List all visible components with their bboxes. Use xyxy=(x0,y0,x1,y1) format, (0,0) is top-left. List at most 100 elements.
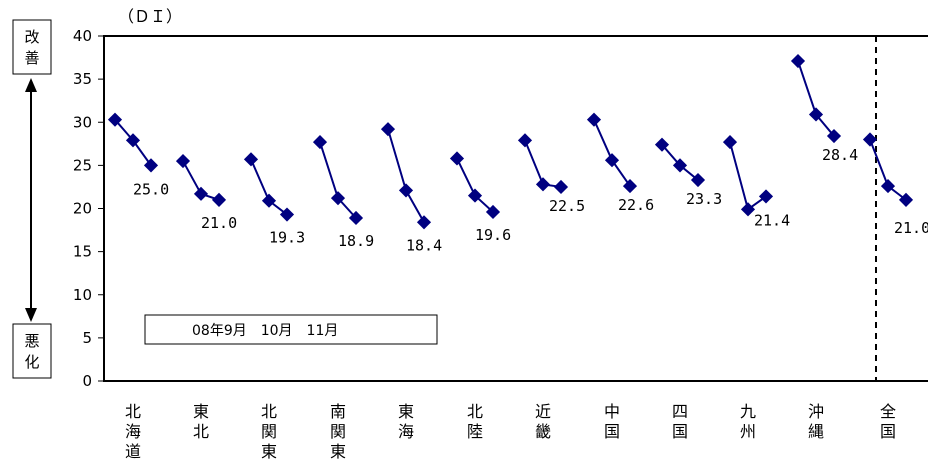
x-category-label: 近畿 xyxy=(535,402,551,441)
series-line xyxy=(456,158,494,213)
data-point xyxy=(312,135,328,150)
data-point xyxy=(898,192,914,207)
data-point xyxy=(880,179,896,194)
x-category-char: 全 xyxy=(880,402,896,421)
series-layer: 25.0 21.0 19.3 18.9 18.4 19.6 22.5 22.6 23.3 21.4… xyxy=(107,53,928,254)
series-line xyxy=(319,141,357,219)
data-point xyxy=(175,153,191,169)
data-point xyxy=(622,179,638,194)
data-point xyxy=(604,153,620,168)
x-category-char: 国 xyxy=(880,422,896,441)
series-7: 22.5 xyxy=(517,133,585,215)
data-point xyxy=(143,158,159,173)
series-2: 21.0 xyxy=(175,153,237,232)
data-point xyxy=(279,207,295,222)
data-label: 28.4 xyxy=(822,146,858,164)
x-category-char: 関 xyxy=(330,422,346,441)
double-arrow xyxy=(25,78,37,322)
data-point xyxy=(586,112,602,127)
data-point xyxy=(553,179,569,195)
series-11: 28.4 xyxy=(790,53,858,164)
data-point xyxy=(416,215,432,230)
data-point xyxy=(740,202,756,217)
x-category-char: 北 xyxy=(193,422,209,441)
x-category-char: 道 xyxy=(125,442,141,461)
x-category-char: 陸 xyxy=(467,422,483,441)
side-label-bottom-char: 悪 xyxy=(24,332,39,350)
data-point xyxy=(398,183,414,198)
y-tick-label: 40 xyxy=(73,27,92,45)
x-category-char: 近 xyxy=(535,402,551,421)
x-category-label: 北関東 xyxy=(261,402,277,461)
x-category-char: 北 xyxy=(261,402,277,421)
data-point xyxy=(449,151,465,166)
series-line xyxy=(593,119,631,187)
x-category-label: 四国 xyxy=(672,402,688,441)
y-tick-label: 0 xyxy=(82,372,92,390)
improve-box: 改善 xyxy=(12,19,52,75)
x-category-char: 東 xyxy=(261,442,277,461)
x-category-char: 東 xyxy=(398,402,414,421)
y-tick-label: 35 xyxy=(73,70,92,88)
data-point xyxy=(467,188,483,203)
series-9: 23.3 xyxy=(654,137,722,208)
series-line xyxy=(729,141,767,212)
x-category-char: 中 xyxy=(604,402,620,421)
y-tick-label: 20 xyxy=(73,200,92,218)
data-label: 18.4 xyxy=(406,236,442,254)
x-category-label: 沖縄 xyxy=(808,402,824,441)
x-category-label: 東海 xyxy=(398,402,414,441)
x-category-char: 北 xyxy=(125,402,141,421)
data-point xyxy=(826,128,842,144)
data-point xyxy=(193,186,209,201)
data-point xyxy=(722,135,738,150)
series-12: 21.0 xyxy=(862,132,928,237)
x-category-char: 関 xyxy=(261,422,277,441)
data-label: 21.0 xyxy=(201,214,237,232)
x-category-char: 四 xyxy=(672,402,688,421)
y-tick-label: 10 xyxy=(73,286,92,304)
x-category-char: 南 xyxy=(330,402,346,421)
data-point xyxy=(790,53,806,69)
data-label: 19.3 xyxy=(269,229,305,247)
data-point xyxy=(380,122,396,137)
data-label: 18.9 xyxy=(338,232,374,250)
data-label: 22.6 xyxy=(618,196,654,214)
data-label: 23.3 xyxy=(686,190,722,208)
x-category-char: 海 xyxy=(398,422,414,441)
x-category-char: 東 xyxy=(193,402,209,421)
data-point xyxy=(261,193,277,208)
legend-box: 08年9月 10月 11月 xyxy=(144,314,438,345)
data-point xyxy=(517,133,533,148)
data-point xyxy=(654,137,670,152)
x-category-label: 全国 xyxy=(880,402,896,441)
series-4: 18.9 xyxy=(312,135,374,250)
x-category-char: 縄 xyxy=(808,422,824,441)
y-tick-label: 5 xyxy=(82,329,92,347)
side-label-top-char: 善 xyxy=(24,49,39,67)
legend-text: 08年9月 10月 11月 xyxy=(192,323,338,339)
data-label: 19.6 xyxy=(475,226,511,244)
data-point xyxy=(690,172,706,188)
unit-label: （ＤＩ） xyxy=(118,7,182,26)
series-line xyxy=(797,60,835,137)
x-category-char: 国 xyxy=(672,422,688,441)
x-category-char: 国 xyxy=(604,422,620,441)
x-category-char: 東 xyxy=(330,442,346,461)
x-category-char: 沖 xyxy=(808,402,824,421)
x-category-char: 海 xyxy=(125,422,141,441)
series-1: 25.0 xyxy=(107,112,169,198)
x-category-char: 州 xyxy=(740,422,756,441)
side-label-top-char: 改 xyxy=(24,28,39,46)
x-category-label: 東北 xyxy=(193,402,209,441)
series-10: 21.4 xyxy=(722,135,790,229)
series-8: 22.6 xyxy=(586,112,654,214)
data-point xyxy=(485,204,501,220)
x-category-label: 北海道 xyxy=(125,402,141,461)
data-label: 22.5 xyxy=(549,197,585,215)
data-label: 21.0 xyxy=(894,219,928,237)
data-point xyxy=(758,189,774,204)
